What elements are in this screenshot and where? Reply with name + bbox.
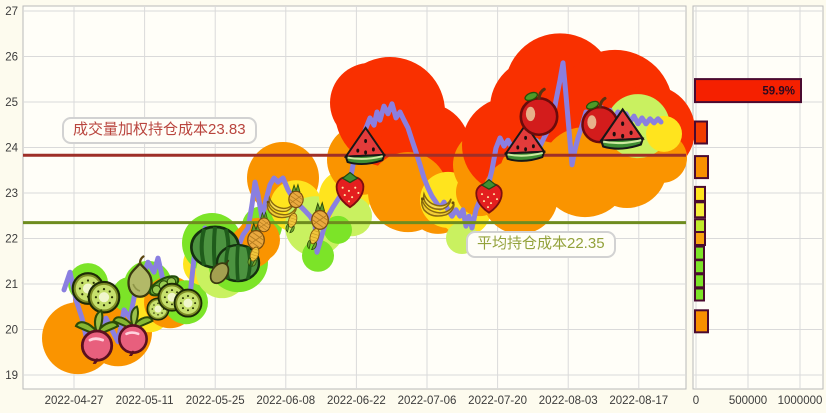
avg-cost-label: 平均持仓成本22.35 [466,231,616,258]
y-tick-label: 23 [5,188,18,200]
volume-bar [694,259,705,275]
volume-bar [694,185,706,202]
x-tick-label: 2022-05-25 [186,395,245,407]
y-tick-label: 26 [5,52,18,64]
x-tick-label: 2022-07-20 [468,395,527,407]
x-tick-label: 2022-06-22 [327,395,386,407]
x-tick-label: 2022-07-06 [398,395,457,407]
volume-bar-percent-label: 59.9% [762,86,795,98]
volume-x-tick-label: 0 [693,395,699,407]
volume-bar [694,245,705,261]
vwap-cost-label-text: 成交量加权持仓成本23.83 [73,121,246,138]
volume-bar [694,120,708,145]
volume-bar [694,201,706,219]
volume-bar [694,309,709,334]
y-tick-label: 20 [5,325,18,337]
volume-x-tick-label: 500000 [729,395,767,407]
volume-bar [694,273,705,289]
volume-bar [694,231,706,246]
x-tick-label: 2022-04-27 [45,395,104,407]
axis-ticks-layer: 19 20 21 22 23 24 25 26 27 2022-04-27 2022-05-11 20… [5,6,822,407]
volume-plot-area [692,5,824,390]
y-tick-label: 22 [5,234,18,246]
x-tick-label: 2022-08-03 [539,395,598,407]
kiwi-icon [173,288,203,318]
volume-bar [694,155,709,180]
volume-bar [694,287,705,302]
y-tick-label: 27 [5,6,18,18]
volume-bar [694,78,802,104]
vwap-cost-label: 成交量加权持仓成本23.83 [62,117,257,144]
y-tick-label: 19 [5,370,18,382]
x-tick-label: 2022-05-11 [116,395,174,407]
volume-bar [694,218,706,234]
avg-cost-label-text: 平均持仓成本22.35 [477,235,605,252]
volume-x-tick-label: 1000000 [778,395,823,407]
x-tick-label: 2022-06-08 [256,395,315,407]
kiwi-icon [87,280,121,314]
volume-profile-layer: 59.9% [694,78,802,334]
y-tick-label: 21 [5,279,18,291]
x-tick-label: 2022-08-17 [609,395,668,407]
y-tick-label: 24 [5,143,18,155]
y-tick-label: 25 [5,97,18,109]
bubble-green [302,239,334,272]
